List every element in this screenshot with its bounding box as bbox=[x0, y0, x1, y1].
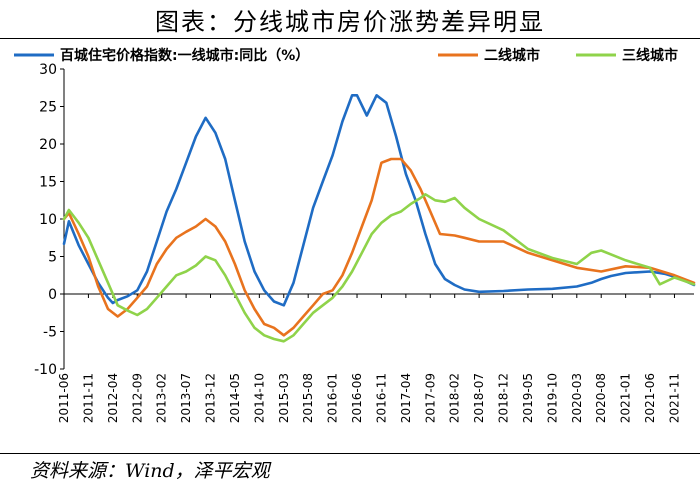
x-tick-label: 2013-12 bbox=[204, 373, 218, 423]
y-tick-label: -10 bbox=[34, 362, 57, 378]
x-tick-label: 2020-08 bbox=[594, 373, 608, 423]
x-tick-label: 2012-04 bbox=[106, 373, 120, 423]
y-tick-label: 20 bbox=[39, 137, 57, 153]
x-tick-label: 2017-04 bbox=[399, 373, 413, 423]
y-tick-label: 10 bbox=[39, 212, 57, 228]
x-tick-label: 2013-02 bbox=[155, 373, 169, 423]
y-tick-label: 15 bbox=[39, 175, 57, 191]
x-tick-label: 2021-11 bbox=[667, 373, 681, 423]
x-tick-label: 2014-10 bbox=[252, 373, 266, 423]
chart-title: 图表：分线城市房价涨势差异明显 bbox=[155, 8, 545, 36]
series-line-1 bbox=[62, 94, 696, 307]
x-tick-label: 2019-10 bbox=[545, 373, 559, 423]
x-tick-label: 2020-03 bbox=[570, 373, 584, 423]
x-tick-label: 2015-08 bbox=[301, 373, 315, 423]
y-tick-label: 25 bbox=[39, 100, 57, 116]
x-tick-label: 2011-11 bbox=[81, 373, 95, 423]
title-divider bbox=[0, 38, 700, 39]
x-tick-label: 2014-05 bbox=[228, 373, 242, 423]
legend-label-1: 百城住宅价格指数:一线城市:同比（%） bbox=[60, 47, 309, 64]
x-tick-label: 2011-06 bbox=[57, 373, 71, 423]
x-tick-label: 2021-06 bbox=[643, 373, 657, 423]
source-divider bbox=[0, 453, 700, 454]
x-tick-label: 2016-06 bbox=[350, 373, 364, 423]
x-tick-label: 2012-09 bbox=[130, 373, 144, 423]
legend-label-3: 三线城市 bbox=[622, 47, 678, 64]
y-tick-label: 5 bbox=[48, 250, 57, 266]
legend-label-2: 二线城市 bbox=[484, 47, 540, 64]
y-tick-label: 0 bbox=[48, 287, 57, 303]
x-tick-label: 2016-01 bbox=[326, 373, 340, 423]
x-tick-label: 2015-03 bbox=[277, 373, 291, 423]
line-chart: -10 -5 0 5 10 15 20 25 30 2011-06 2011-11 2012-04 20… bbox=[14, 47, 696, 423]
source-note: 资料来源：Wind，泽平宏观 bbox=[30, 460, 270, 482]
series-line-2 bbox=[62, 157, 696, 337]
x-tick-label: 2019-05 bbox=[521, 373, 535, 423]
y-tick-label: 30 bbox=[39, 62, 57, 78]
x-tick-label: 2017-09 bbox=[423, 373, 437, 423]
x-tick-label: 2013-07 bbox=[179, 373, 193, 423]
x-tick-label: 2021-01 bbox=[619, 373, 633, 423]
x-tick-label: 2018-07 bbox=[472, 373, 486, 423]
y-tick-label: -5 bbox=[43, 325, 57, 341]
series-line-3 bbox=[62, 193, 696, 343]
x-tick-label: 2018-02 bbox=[448, 373, 462, 423]
x-tick-label: 2018-12 bbox=[497, 373, 511, 423]
x-tick-label: 2016-11 bbox=[374, 373, 388, 423]
